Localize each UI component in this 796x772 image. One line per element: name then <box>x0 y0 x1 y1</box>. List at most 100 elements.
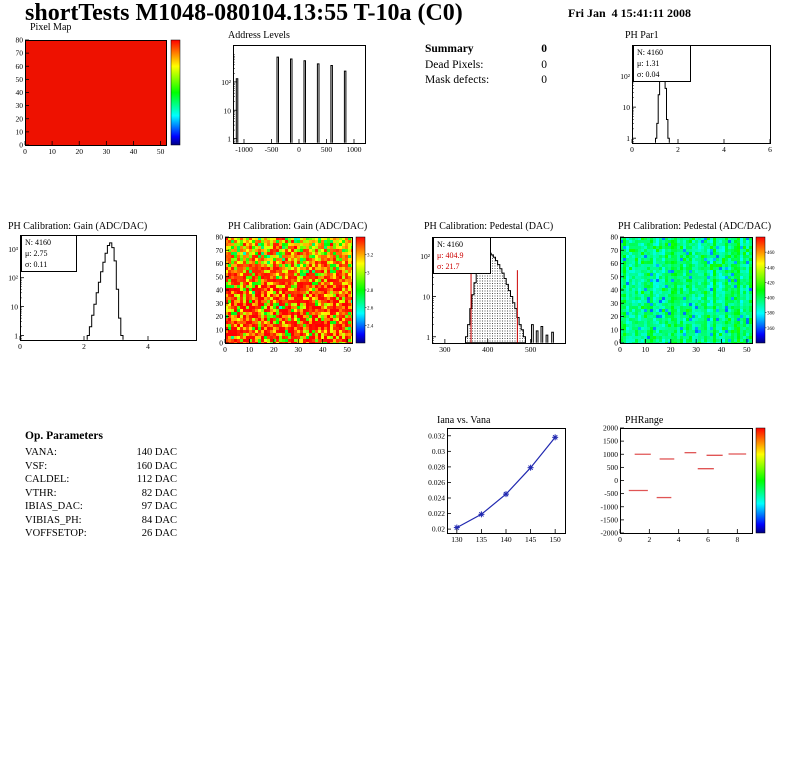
svg-text:-2000: -2000 <box>601 529 619 538</box>
summary-row: Dead Pixels: 0 <box>425 58 547 74</box>
svg-text:40: 40 <box>611 286 619 295</box>
param-value: 160 DAC <box>136 460 177 472</box>
op-parameters-title: Op. Parameters <box>25 430 103 442</box>
svg-text:145: 145 <box>525 535 537 543</box>
chart-title: PH Par1 <box>625 30 659 41</box>
svg-text:3.2: 3.2 <box>367 254 374 259</box>
panel-ph-range: PHRange 0 2 4 6 8 2000 1500 1000 500 0 -500 -1000 -1… <box>595 408 796 543</box>
param-label: VTHR: <box>25 487 57 499</box>
svg-text:50: 50 <box>611 272 619 281</box>
gain-map-chart: 0 10 20 30 40 50 0 10 20 30 40 50 60 70 80 3.2 3 2.8 2.6 2.… <box>216 233 374 355</box>
svg-text:140: 140 <box>500 535 512 543</box>
svg-text:0: 0 <box>614 339 618 348</box>
svg-text:0: 0 <box>297 145 301 154</box>
svg-text:50: 50 <box>743 345 751 354</box>
svg-text:50: 50 <box>216 272 223 281</box>
address-levels-chart: -1000 -500 0 500 1000 1 10 10² <box>221 45 366 154</box>
svg-text:360: 360 <box>767 327 775 332</box>
svg-text:20: 20 <box>611 312 619 321</box>
svg-text:30: 30 <box>692 345 700 354</box>
param-value: 140 DAC <box>136 447 177 458</box>
svg-text:1000: 1000 <box>603 450 618 459</box>
svg-text:0.026: 0.026 <box>428 478 445 487</box>
svg-text:70: 70 <box>216 246 223 255</box>
svg-text:0: 0 <box>219 339 223 348</box>
ph-par1-chart: 0 2 4 6 1 10 10² <box>620 45 772 154</box>
stat-mean: μ: 2.75 <box>25 249 48 258</box>
stats-box: N: 4160 μ: 404.9 σ: 21.7 <box>433 237 491 274</box>
svg-text:4: 4 <box>677 535 681 543</box>
param-label: VANA: <box>25 447 57 458</box>
svg-text:40: 40 <box>319 345 327 354</box>
svg-text:500: 500 <box>607 463 619 472</box>
panel-gain-map: PH Calibration: Gain (ADC/DAC) 0 10 20 30 40… <box>216 215 392 355</box>
svg-text:10²: 10² <box>221 78 232 87</box>
svg-text:30: 30 <box>16 101 24 110</box>
svg-text:80: 80 <box>611 233 619 242</box>
svg-text:135: 135 <box>476 535 488 543</box>
svg-text:10: 10 <box>423 292 431 301</box>
stat-sigma: σ: 21.7 <box>437 262 460 271</box>
svg-text:0.03: 0.03 <box>432 447 445 456</box>
param-label: VSF: <box>25 460 48 472</box>
svg-text:10³: 10³ <box>8 245 19 254</box>
svg-text:-1000: -1000 <box>235 145 253 154</box>
param-value: 26 DAC <box>141 528 177 539</box>
op-param-row: VTHR: 82 DAC <box>25 487 177 501</box>
svg-text:1: 1 <box>426 333 430 342</box>
svg-text:2: 2 <box>676 145 680 154</box>
svg-text:0.032: 0.032 <box>428 431 445 440</box>
svg-text:70: 70 <box>611 246 619 255</box>
chart-title: PH Calibration: Pedestal (DAC) <box>424 221 554 232</box>
svg-text:0: 0 <box>18 342 22 351</box>
chart-title: PHRange <box>625 415 664 426</box>
svg-text:60: 60 <box>16 62 24 71</box>
summary-label: Mask defects: <box>425 74 490 86</box>
stat-mean: μ: 1.31 <box>637 59 660 68</box>
iana-chart: 130 135 140 145 150 0.02 0.022 0.024 0.026 0.028 0… <box>428 428 566 543</box>
stats-box: N: 4160 μ: 1.31 σ: 0.04 <box>633 45 691 82</box>
svg-text:440: 440 <box>767 266 775 271</box>
svg-text:400: 400 <box>482 345 494 354</box>
ph-range-chart: 0 2 4 6 8 2000 1500 1000 500 0 -500 -1000 -1500 -2000 <box>601 424 766 543</box>
svg-text:-500: -500 <box>604 489 618 498</box>
stat-sigma: σ: 0.11 <box>25 260 48 269</box>
svg-text:50: 50 <box>16 75 24 84</box>
svg-text:4: 4 <box>722 145 726 154</box>
param-label: VIBIAS_PH: <box>25 514 82 526</box>
svg-text:1000: 1000 <box>347 145 362 154</box>
svg-text:10: 10 <box>16 127 24 136</box>
param-value: 112 DAC <box>136 474 177 485</box>
chart-title: PH Calibration: Pedestal (ADC/DAC) <box>618 221 772 232</box>
svg-text:30: 30 <box>216 299 223 308</box>
stat-entries: N: 4160 <box>25 238 51 247</box>
svg-text:60: 60 <box>216 259 223 268</box>
svg-text:30: 30 <box>103 147 111 156</box>
panel-address-levels: Address Levels -1000 -500 0 500 1000 1 10 10² <box>218 22 383 162</box>
svg-text:10: 10 <box>216 325 223 334</box>
svg-text:6: 6 <box>768 145 772 154</box>
svg-text:10: 10 <box>48 147 56 156</box>
svg-text:10: 10 <box>642 345 650 354</box>
stat-sigma: σ: 0.04 <box>637 70 660 79</box>
svg-text:0: 0 <box>19 141 23 150</box>
svg-text:0: 0 <box>614 476 618 485</box>
svg-text:2: 2 <box>647 535 651 543</box>
svg-text:20: 20 <box>75 147 83 156</box>
svg-text:3: 3 <box>367 271 370 276</box>
chart-title: Address Levels <box>228 30 290 41</box>
svg-text:1500: 1500 <box>603 437 618 446</box>
summary-title: Summary <box>425 43 474 55</box>
panel-ph-par1: PH Par1 0 2 4 6 1 10 10² N: 4160 μ: 1.31 σ: 0.… <box>610 22 796 162</box>
svg-text:10²: 10² <box>620 72 631 81</box>
svg-text:0: 0 <box>618 535 622 543</box>
svg-text:6: 6 <box>706 535 710 543</box>
svg-text:2000: 2000 <box>603 424 618 433</box>
svg-text:50: 50 <box>343 345 351 354</box>
svg-text:10²: 10² <box>8 274 19 283</box>
gain-hist-chart: 0 2 4 1 10 10² 10³ <box>8 235 197 351</box>
svg-text:-500: -500 <box>265 145 279 154</box>
svg-text:-1500: -1500 <box>601 515 619 524</box>
param-value: 84 DAC <box>141 514 177 526</box>
